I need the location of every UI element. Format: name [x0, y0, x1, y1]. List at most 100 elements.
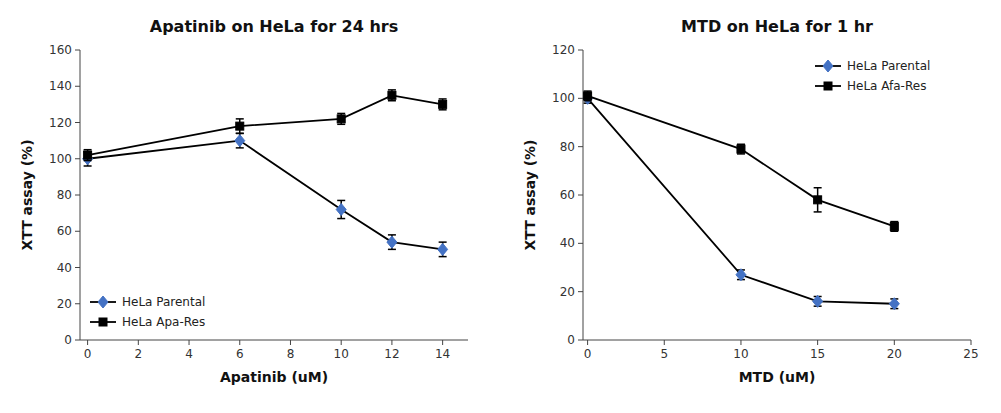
error-bar — [388, 90, 396, 101]
error-bar-cap — [84, 160, 92, 162]
y-tick — [578, 340, 583, 341]
x-tick-label: 14 — [435, 347, 450, 361]
data-point — [583, 92, 593, 104]
data-point — [387, 236, 397, 248]
error-bar — [439, 99, 447, 110]
x-tick — [442, 340, 443, 345]
x-tick — [239, 340, 240, 345]
y-tick — [578, 50, 583, 51]
chart-root: 02468101214020406080100120140160Apatinib… — [0, 0, 1001, 413]
legend-label: HeLa Parental — [122, 295, 205, 309]
y-tick-label: 20 — [560, 285, 575, 299]
y-tick — [578, 291, 583, 292]
y-axis-label: XTT assay (%) — [19, 139, 35, 250]
error-bar — [439, 242, 447, 257]
x-tick-label: 25 — [963, 347, 978, 361]
data-point — [889, 298, 899, 310]
legend-entry: HeLa Parental — [90, 295, 205, 309]
error-bar — [890, 222, 898, 232]
legend: HeLa Parental HeLa Afa-Res — [815, 59, 930, 93]
legend-entry: HeLa Parental — [815, 59, 930, 73]
error-bar — [236, 119, 244, 134]
x-tick-label: 15 — [810, 347, 825, 361]
y-tick-label: 0 — [567, 333, 575, 347]
error-bar-cap — [814, 187, 822, 189]
legend-marker — [98, 296, 108, 308]
series-line — [88, 95, 443, 155]
x-tick — [189, 340, 190, 345]
error-bar-cap — [236, 133, 244, 135]
series — [84, 90, 447, 161]
x-tick — [87, 340, 88, 345]
panel: 0510152025020406080100120MTD on HeLa for… — [522, 17, 979, 385]
chart-title: MTD on HeLa for 1 hr — [681, 17, 873, 36]
x-tick-label: 4 — [185, 347, 193, 361]
error-bar — [84, 150, 92, 161]
x-axis-line — [583, 340, 971, 341]
series — [584, 91, 899, 231]
legend-label: HeLa Parental — [847, 59, 930, 73]
series — [83, 133, 448, 256]
y-tick — [75, 86, 80, 87]
series-line — [588, 98, 895, 303]
x-tick-label: 10 — [733, 347, 748, 361]
y-tick — [75, 195, 80, 196]
data-point — [813, 295, 823, 307]
y-tick-label: 100 — [552, 91, 575, 105]
error-bar — [737, 144, 745, 154]
error-bar — [236, 133, 244, 148]
error-bar-cap — [236, 133, 244, 135]
data-point — [814, 196, 822, 204]
error-bar-cap — [337, 113, 345, 115]
error-bar — [337, 113, 345, 124]
error-bar-cap — [236, 118, 244, 120]
data-point — [584, 92, 592, 100]
y-tick — [578, 243, 583, 244]
x-tick — [587, 340, 588, 345]
legend-label: HeLa Apa-Res — [122, 315, 205, 329]
x-tick-label: 5 — [660, 347, 668, 361]
x-tick-label: 8 — [287, 347, 295, 361]
y-tick-label: 60 — [560, 188, 575, 202]
y-tick-label: 20 — [57, 297, 72, 311]
y-tick-label: 160 — [49, 43, 72, 57]
y-tick — [578, 195, 583, 196]
x-tick-label: 10 — [334, 347, 349, 361]
error-bar-cap — [337, 218, 345, 220]
x-tick — [341, 340, 342, 345]
x-tick — [817, 340, 818, 345]
x-tick — [971, 340, 972, 345]
data-point — [337, 115, 345, 123]
x-tick — [391, 340, 392, 345]
data-point — [439, 100, 447, 108]
x-tick-label: 2 — [135, 347, 143, 361]
y-tick — [75, 267, 80, 268]
chart-title: Apatinib on HeLa for 24 hrs — [150, 17, 398, 36]
y-tick-label: 40 — [560, 236, 575, 250]
y-tick-label: 80 — [560, 140, 575, 154]
x-tick-label: 6 — [236, 347, 244, 361]
y-tick-label: 120 — [49, 116, 72, 130]
series — [583, 92, 899, 309]
legend-entry: HeLa Apa-Res — [90, 315, 205, 329]
legend-entry: HeLa Afa-Res — [815, 79, 926, 93]
y-tick-label: 0 — [64, 333, 72, 347]
x-tick — [138, 340, 139, 345]
panel: 02468101214020406080100120140160Apatinib… — [19, 17, 468, 385]
error-bar — [388, 235, 396, 250]
series-line — [88, 141, 443, 250]
y-tick-label: 100 — [49, 152, 72, 166]
data-point — [235, 135, 245, 147]
x-tick — [894, 340, 895, 345]
y-tick — [75, 303, 80, 304]
y-tick — [75, 50, 80, 51]
x-tick — [290, 340, 291, 345]
error-bar-cap — [84, 149, 92, 151]
data-point — [438, 243, 448, 255]
legend-marker — [99, 318, 107, 326]
x-tick — [740, 340, 741, 345]
x-axis-label: MTD (uM) — [739, 369, 816, 385]
data-point — [388, 91, 396, 99]
legend: HeLa Parental HeLa Apa-Res — [90, 295, 205, 329]
data-point — [737, 145, 745, 153]
